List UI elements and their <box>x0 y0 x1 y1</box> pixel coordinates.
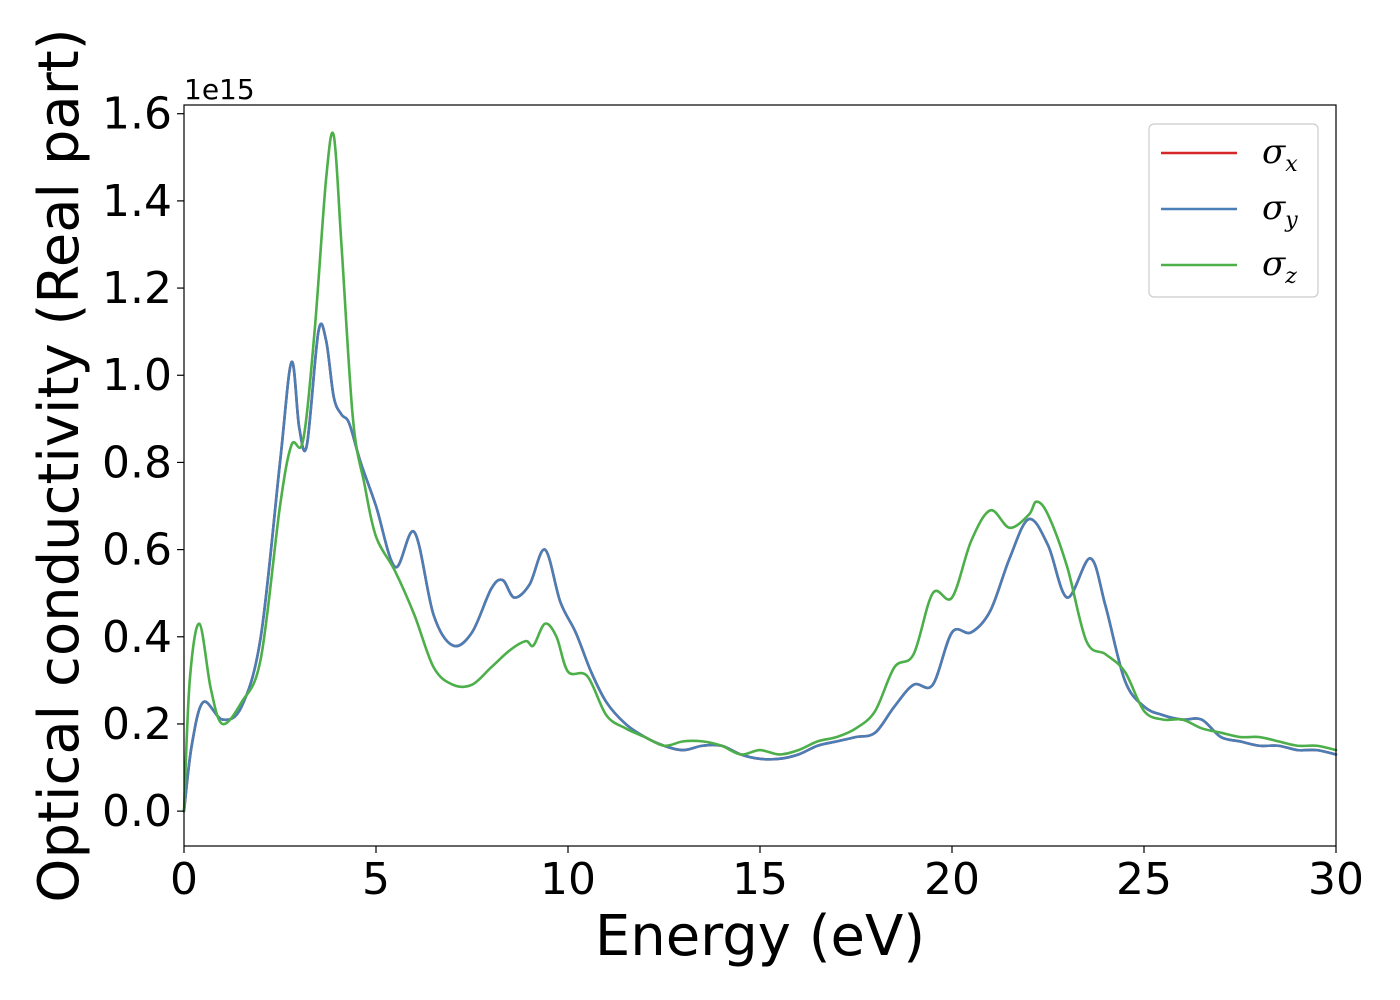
y-tick-label: 0.0 <box>102 786 172 837</box>
y-tick-label: 0.8 <box>102 437 172 488</box>
legend: σx σy σz <box>1148 123 1319 298</box>
y-tick-label: 1.6 <box>102 89 172 140</box>
y-axis-offset-label: 1e15 <box>184 73 255 106</box>
y-axis-ticks: 0.0 0.2 0.4 0.6 0.8 1.0 1.2 1.4 1.6 <box>102 89 184 837</box>
x-tick-label: 5 <box>362 854 390 905</box>
x-tick-label: 20 <box>924 854 980 905</box>
x-axis-label: Energy (eV) <box>595 904 925 969</box>
y-tick-label: 1.0 <box>102 350 172 401</box>
x-tick-label: 15 <box>732 854 788 905</box>
x-tick-label: 25 <box>1116 854 1172 905</box>
y-tick-label: 1.2 <box>102 263 172 314</box>
legend-label-z: σz <box>1262 244 1297 289</box>
y-axis-label: Optical conductivity (Real part) <box>27 28 92 902</box>
x-tick-label: 0 <box>170 854 198 905</box>
series-line-z <box>182 131 1338 813</box>
x-axis-ticks: 0 5 10 15 20 25 30 <box>170 846 1364 905</box>
y-tick-label: 0.6 <box>102 525 172 576</box>
y-tick-label: 0.2 <box>102 699 172 750</box>
legend-label-y: σy <box>1262 188 1298 233</box>
series-layer <box>182 131 1338 813</box>
y-tick-label: 1.4 <box>102 176 172 227</box>
x-tick-label: 30 <box>1308 854 1364 905</box>
y-tick-label: 0.4 <box>102 612 172 663</box>
legend-label-x: σx <box>1262 132 1298 177</box>
legend-box <box>1148 123 1319 298</box>
x-tick-label: 10 <box>540 854 596 905</box>
